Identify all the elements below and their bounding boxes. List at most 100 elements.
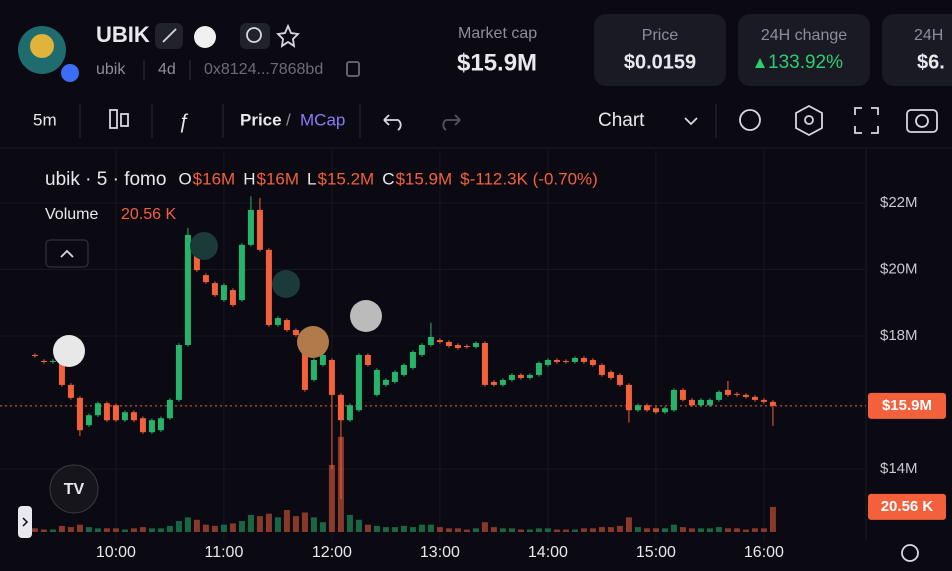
age: 4d xyxy=(158,61,176,78)
tradingview-logo[interactable] xyxy=(49,464,99,514)
candle-body xyxy=(643,405,650,411)
candle-body xyxy=(319,354,326,365)
volume-bar xyxy=(400,525,407,532)
volume-bar xyxy=(193,519,200,532)
candle-body xyxy=(346,405,353,421)
x-tick-label: 13:00 xyxy=(420,544,460,561)
mcap-toggle[interactable]: MCap xyxy=(300,110,345,129)
volume-bar xyxy=(652,528,659,532)
candle-body xyxy=(94,403,101,416)
candle-body xyxy=(256,209,263,250)
x-tick-label: 11:00 xyxy=(204,544,243,561)
candle-body xyxy=(310,359,317,380)
camera-lens xyxy=(915,114,929,128)
volume-bar xyxy=(436,527,443,532)
candle-body xyxy=(670,389,677,411)
side-panel-toggle[interactable] xyxy=(18,506,32,538)
volume-bar xyxy=(157,528,164,532)
fullscreen-button[interactable] xyxy=(854,107,879,134)
volume-bar xyxy=(382,527,389,532)
volume-bar xyxy=(265,513,272,532)
candle-body xyxy=(724,389,731,395)
social-button[interactable] xyxy=(194,26,216,48)
legend-key: H xyxy=(243,169,255,188)
volume-bar xyxy=(292,516,299,532)
candle-body xyxy=(364,354,371,365)
volume-label-box xyxy=(868,493,946,520)
price-toggle[interactable]: Price xyxy=(240,110,282,129)
trade-avatar[interactable] xyxy=(190,232,218,260)
collapse-button[interactable] xyxy=(45,239,89,268)
candle-body xyxy=(76,397,83,431)
trade-avatar[interactable] xyxy=(350,300,382,332)
candle-body xyxy=(499,379,506,385)
candle-body xyxy=(157,418,164,431)
logo-mark: TV xyxy=(64,481,85,498)
undo-button[interactable] xyxy=(383,114,402,131)
volume-bar xyxy=(427,524,434,532)
volume-bar xyxy=(562,529,569,532)
volume-bar xyxy=(211,525,218,532)
candle-body xyxy=(562,360,569,362)
volume-key: Volume xyxy=(45,206,98,223)
alert-button[interactable] xyxy=(739,109,761,131)
settings-button[interactable] xyxy=(795,104,823,137)
candle-body xyxy=(382,379,389,385)
candle-body xyxy=(661,408,668,413)
volume-bar xyxy=(724,528,731,532)
candle-type-button[interactable] xyxy=(109,109,118,129)
candle-icon xyxy=(120,113,129,127)
trade-avatar[interactable] xyxy=(297,326,329,358)
volume-bar xyxy=(607,527,614,532)
edit-icon xyxy=(162,28,177,43)
ticker: ubik xyxy=(96,61,126,78)
volume-bar xyxy=(166,525,173,532)
y-tick-label: $22M xyxy=(880,194,918,211)
redo-button[interactable] xyxy=(442,114,461,131)
volume-bar xyxy=(364,524,371,532)
indicators-button[interactable]: ƒ xyxy=(178,110,189,132)
legend-value: $15.2M xyxy=(317,169,374,188)
candle-body xyxy=(274,318,281,326)
candle-body xyxy=(130,412,137,421)
candle-body xyxy=(211,283,218,296)
volume-bar xyxy=(580,528,587,532)
volume-bar xyxy=(760,528,767,532)
candle-body xyxy=(139,418,146,433)
collapse-icon xyxy=(60,249,74,258)
axis-settings-button[interactable] xyxy=(901,544,919,562)
volume-bar xyxy=(76,524,83,532)
candle-body xyxy=(652,408,659,413)
volume-bar xyxy=(679,527,686,532)
candle-body xyxy=(760,399,767,402)
x-tick-label: 15:00 xyxy=(636,544,676,561)
candle-body xyxy=(184,234,191,345)
interval-button[interactable]: 5m xyxy=(33,110,57,129)
volume-bar xyxy=(634,527,641,532)
volume-bar xyxy=(355,519,362,532)
token-name: UBIK xyxy=(96,22,150,47)
candle-body xyxy=(373,369,380,395)
legend-value: $16M xyxy=(256,169,299,188)
candle-body xyxy=(454,345,461,348)
screenshot-button[interactable] xyxy=(906,109,938,133)
price-label: $15.9M xyxy=(882,397,932,414)
volume-bar xyxy=(598,527,605,532)
candle-body xyxy=(742,394,749,397)
stat-value: $6. xyxy=(917,51,945,73)
star-button[interactable] xyxy=(276,23,300,48)
copy-button[interactable] xyxy=(346,61,360,77)
candle-body xyxy=(463,345,470,347)
candle-body xyxy=(526,374,533,378)
chart-type-button[interactable]: Chart xyxy=(598,110,645,131)
candle-body xyxy=(544,359,551,365)
legend-ohlc: O $16M H $16M L $15.2M C $15.9M $-112.3K (-0.70%… xyxy=(178,169,597,188)
search-button[interactable] xyxy=(240,23,270,49)
candle-body xyxy=(481,343,488,385)
volume-bar xyxy=(112,528,119,532)
trade-avatar[interactable] xyxy=(53,335,85,367)
volume-bar xyxy=(472,528,479,532)
trade-avatar[interactable] xyxy=(272,270,300,298)
